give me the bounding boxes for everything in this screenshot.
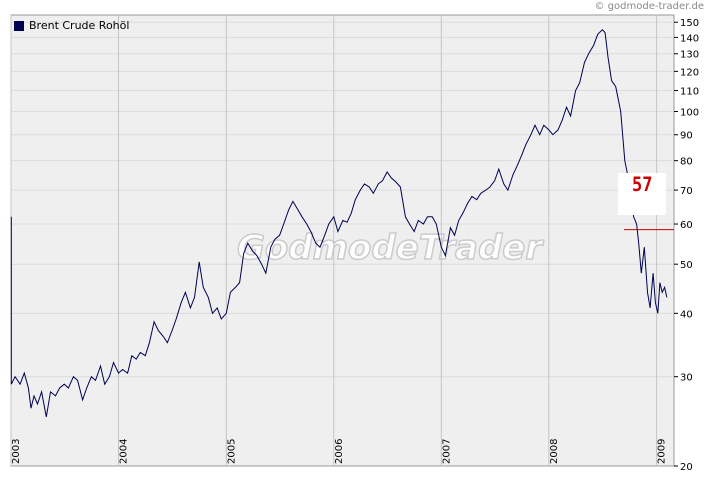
x-tick-label: 2003	[11, 439, 22, 464]
y-tick-label: 130	[680, 50, 699, 61]
y-tick-label: 30	[680, 373, 693, 384]
y-tick-label: 150	[680, 18, 699, 29]
y-tick-label: 90	[680, 131, 693, 142]
y-axis-ticks: 20 30 40 50 60 70 80 90 100 110 120 130 140 150	[674, 18, 699, 473]
year-lines	[10, 15, 658, 466]
copyright-notice: © godmode-trader.de	[594, 1, 705, 12]
y-tick-label: 70	[680, 186, 693, 197]
x-tick-label: 2006	[334, 439, 345, 464]
x-tick-label: 2004	[119, 439, 130, 464]
x-tick-label: 2007	[441, 439, 452, 464]
y-tick-label: 50	[680, 260, 693, 271]
series-line-brent	[10, 28, 668, 417]
price-callout: 57	[618, 173, 666, 215]
x-tick-label: 2009	[657, 439, 668, 464]
y-tick-label: 120	[680, 67, 699, 78]
y-tick-label: 20	[680, 462, 693, 473]
grid	[11, 21, 674, 378]
price-callout-label: 57	[632, 173, 653, 197]
legend-swatch	[14, 20, 24, 31]
y-tick-label: 110	[680, 87, 699, 98]
watermark-text: GodmodeTrader	[237, 228, 544, 268]
y-tick-label: 60	[680, 220, 693, 231]
x-axis-ticks: 2003 2004 2005 2006 2007 2008 2009	[11, 439, 668, 464]
y-tick-label: 100	[680, 108, 699, 119]
x-tick-label: 2008	[549, 439, 560, 464]
x-tick-label: 2005	[226, 439, 237, 464]
y-tick-label: 140	[680, 33, 699, 44]
y-tick-label: 40	[680, 309, 693, 320]
legend-label: Brent Crude Rohöl	[29, 19, 130, 32]
y-tick-label: 80	[680, 157, 693, 168]
legend: Brent Crude Rohöl	[14, 19, 129, 32]
